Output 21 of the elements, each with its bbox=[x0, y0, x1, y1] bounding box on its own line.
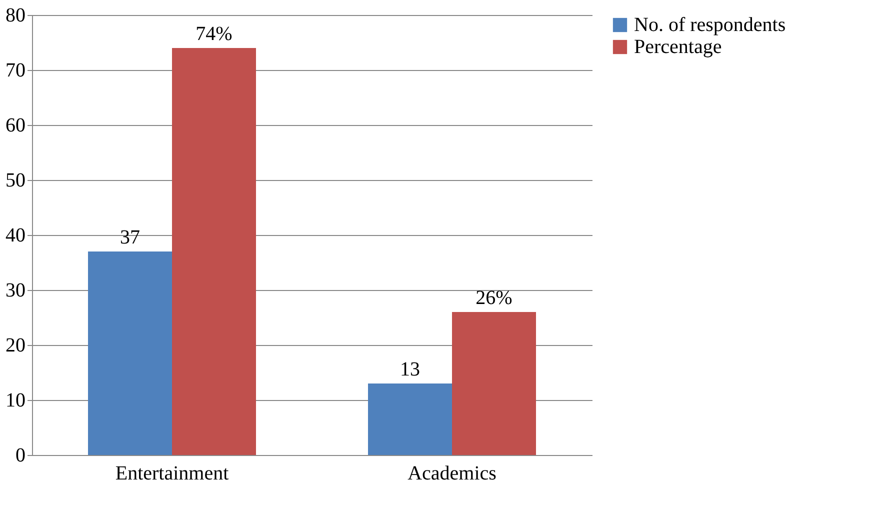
y-tick-label: 20 bbox=[6, 334, 26, 356]
legend-label: No. of respondents bbox=[634, 14, 786, 36]
y-tick-label: 10 bbox=[6, 390, 26, 412]
bar bbox=[172, 48, 256, 455]
data-label: 26% bbox=[476, 287, 512, 309]
y-tick-label: 0 bbox=[16, 444, 26, 466]
bar bbox=[88, 252, 172, 455]
data-label: 37 bbox=[120, 226, 140, 248]
y-tick-label: 70 bbox=[6, 60, 26, 82]
data-label: 13 bbox=[400, 358, 420, 380]
data-label: 74% bbox=[196, 23, 232, 45]
legend-label: Percentage bbox=[634, 36, 722, 58]
y-tick-label: 40 bbox=[6, 224, 26, 246]
y-tick-label: 30 bbox=[6, 280, 26, 302]
x-tick-label: Academics bbox=[408, 462, 497, 484]
y-tick-label: 50 bbox=[6, 170, 26, 192]
y-tick-label: 60 bbox=[6, 114, 26, 136]
bar bbox=[368, 384, 452, 455]
x-tick-label: Entertainment bbox=[115, 462, 230, 484]
bar bbox=[452, 312, 536, 455]
y-tick-label: 80 bbox=[6, 4, 26, 26]
